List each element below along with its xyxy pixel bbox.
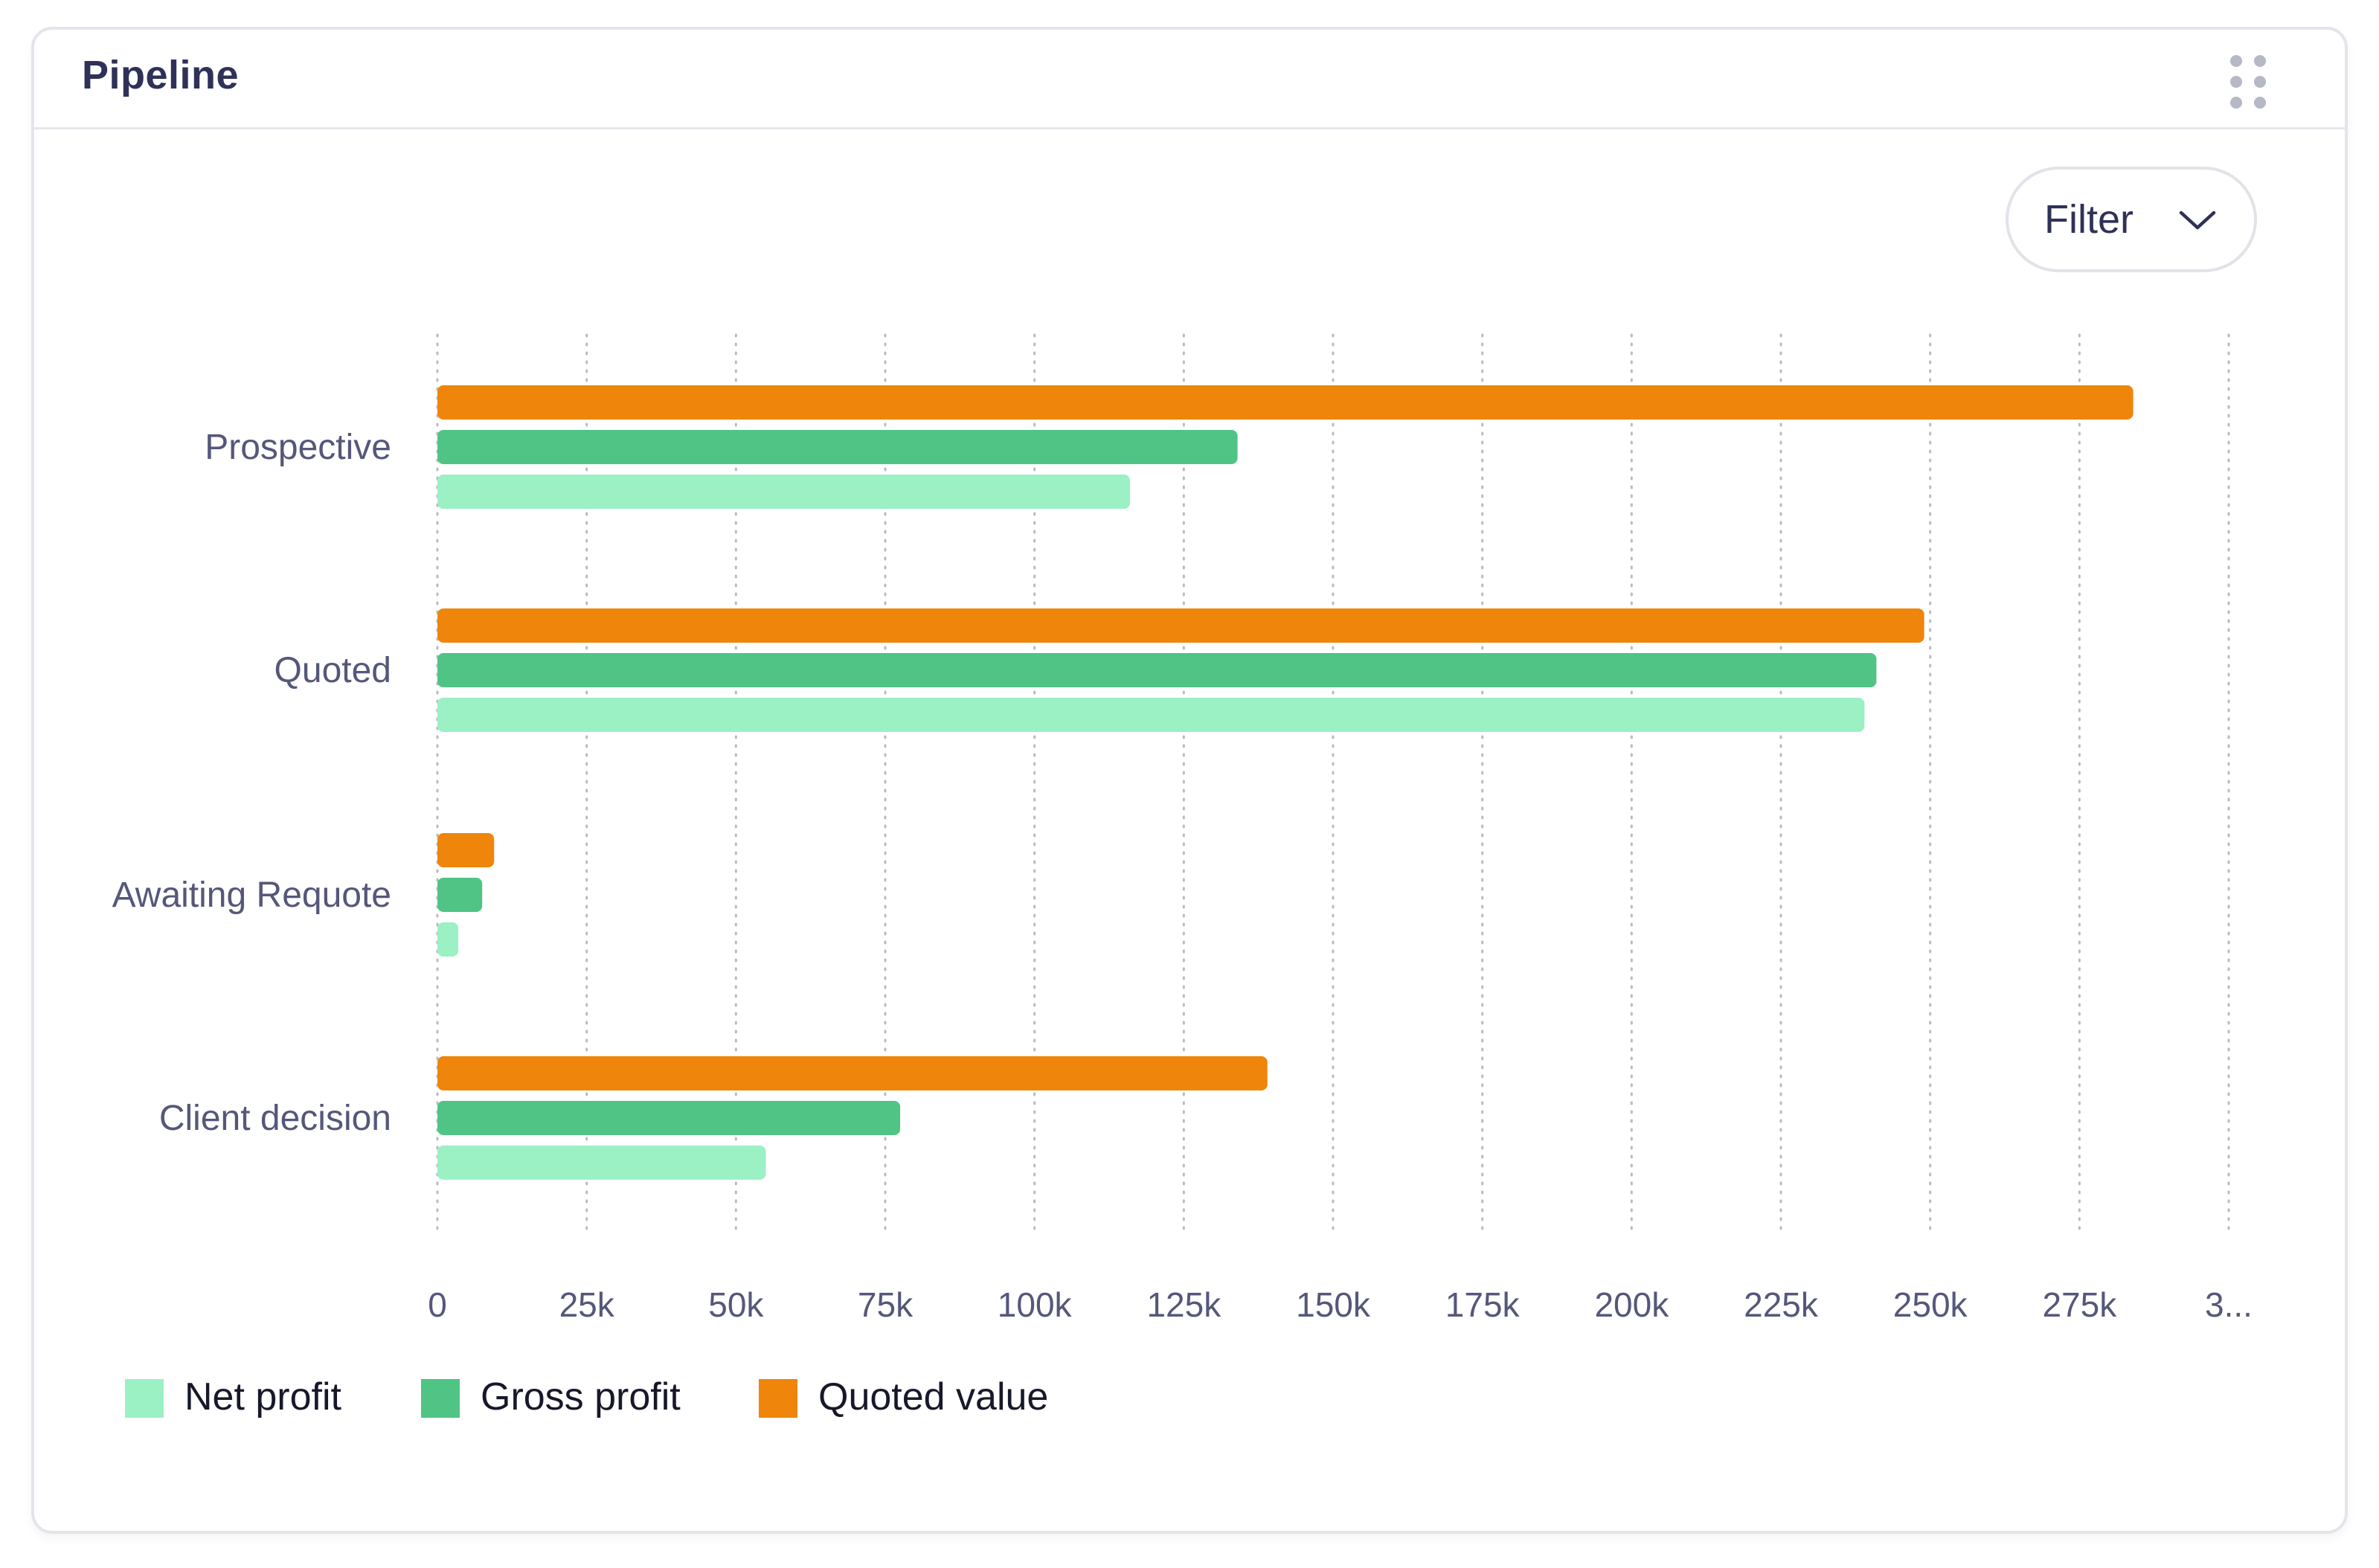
filter-label: Filter <box>2044 197 2134 242</box>
legend-label-gross-profit: Gross profit <box>481 1375 681 1418</box>
pipeline-card: Pipeline Filter <box>31 27 2348 1534</box>
legend-swatch-net-profit <box>125 1379 164 1418</box>
bar-gross-profit-awaiting-requote <box>437 878 483 912</box>
x-tick-label-175k: 175k <box>1445 1285 1521 1324</box>
bar-gross-profit-client-decision <box>437 1101 901 1135</box>
bar-gross-profit-prospective <box>437 430 1238 464</box>
y-category-label-client-decision: Client decision <box>159 1099 391 1138</box>
bar-net-profit-client-decision <box>437 1146 766 1180</box>
bar-quoted-value-awaiting-requote <box>437 833 495 867</box>
bar-net-profit-quoted <box>437 698 1865 732</box>
x-tick-label-0: 0 <box>428 1285 447 1324</box>
x-tick-label-25k: 25k <box>559 1285 615 1324</box>
x-tick-label-200k: 200k <box>1594 1285 1669 1324</box>
x-tick-label-250k: 250k <box>1893 1285 1968 1324</box>
bar-quoted-value-quoted <box>437 608 1924 643</box>
x-tick-label-3: 3... <box>2205 1285 2253 1324</box>
card-header: Pipeline <box>34 30 2345 129</box>
x-tick-label-150k: 150k <box>1296 1285 1371 1324</box>
bar-net-profit-awaiting-requote <box>437 922 459 957</box>
legend-label-quoted-value: Quoted value <box>818 1375 1049 1418</box>
x-tick-label-75k: 75k <box>858 1285 914 1324</box>
y-category-label-awaiting-requote: Awaiting Requote <box>112 875 391 915</box>
bar-gross-profit-quoted <box>437 653 1877 687</box>
x-tick-label-125k: 125k <box>1146 1285 1221 1324</box>
bar-quoted-value-prospective <box>437 385 2134 420</box>
x-tick-label-275k: 275k <box>2042 1285 2117 1324</box>
bar-quoted-value-client-decision <box>437 1056 1268 1090</box>
x-tick-label-100k: 100k <box>998 1285 1073 1324</box>
legend-swatch-gross-profit <box>421 1379 460 1418</box>
filter-button[interactable]: Filter <box>2006 167 2257 272</box>
bar-net-profit-prospective <box>437 475 1131 509</box>
legend-label-net-profit: Net profit <box>184 1375 341 1418</box>
x-tick-label-225k: 225k <box>1744 1285 1819 1324</box>
y-category-label-quoted: Quoted <box>274 651 391 690</box>
chevron-down-icon <box>2177 205 2218 235</box>
x-tick-label-50k: 50k <box>708 1285 764 1324</box>
legend-swatch-quoted-value <box>759 1379 797 1418</box>
card-title: Pipeline <box>82 53 240 97</box>
y-category-label-prospective: Prospective <box>205 428 391 467</box>
drag-handle-icon[interactable] <box>2226 51 2275 113</box>
